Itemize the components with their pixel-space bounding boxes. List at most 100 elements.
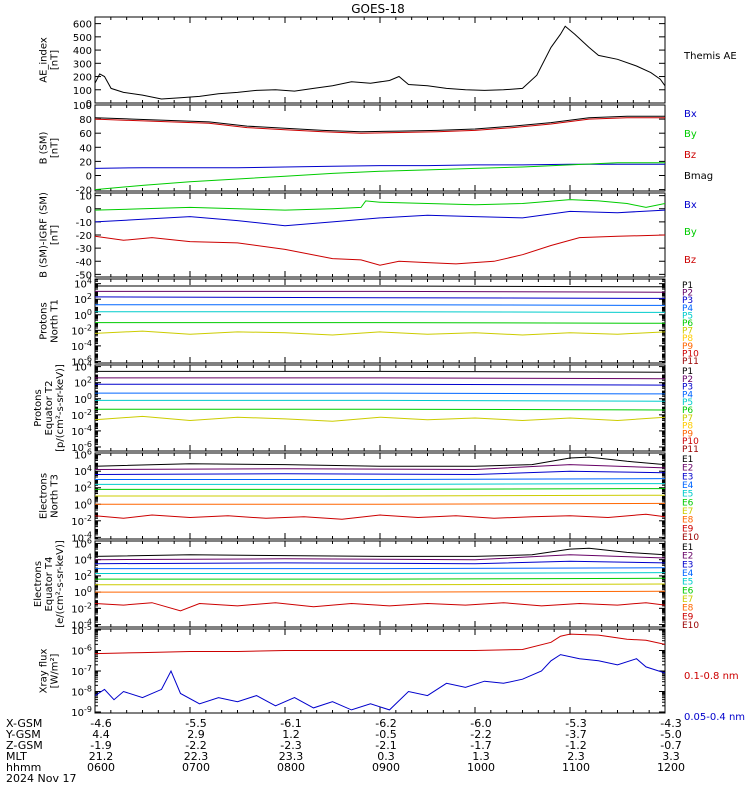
ephemeris-value: -6.2 (375, 717, 396, 730)
y-tick-label: 104 (74, 464, 92, 478)
y-tick-label: 106 (74, 536, 92, 550)
legend-item: P7 (682, 414, 693, 424)
y-axis-label: [nT] (50, 50, 61, 70)
legend-item: E8 (682, 604, 694, 614)
series-line-bmag (95, 115, 665, 133)
y-axis-label: Equator T4 (44, 557, 55, 612)
series-line-e6 (95, 488, 665, 490)
legend-item: Bz (684, 255, 696, 266)
legend-item: P10 (682, 437, 699, 447)
legend-item: Bx (684, 200, 697, 211)
y-axis-label: [p/(cm²-s-sr-keV)] (55, 364, 66, 452)
legend-item: P8 (682, 334, 693, 344)
ephemeris-value: -5.3 (565, 717, 586, 730)
y-tick-label: 10-7 (71, 664, 92, 678)
y-tick-label: -50 (76, 270, 92, 281)
series-line-p1 (95, 370, 665, 373)
legend-item: E8 (682, 516, 694, 526)
series-line-e3 (95, 470, 665, 476)
y-tick-label: -40 (76, 257, 92, 268)
ephemeris-value: -2.2 (185, 739, 206, 752)
y-tick-label: 10-2 (71, 601, 92, 615)
legend-item: P3 (682, 296, 693, 306)
y-tick-label: 10-4 (71, 339, 92, 353)
y-tick-label: 100 (73, 86, 92, 97)
series-line-by (95, 162, 665, 191)
legend-item: P6 (682, 319, 693, 329)
series-line-e6 (95, 577, 665, 580)
y-tick-label: 104 (74, 360, 92, 374)
y-tick-label: 106 (74, 448, 92, 462)
series-line-p2 (95, 377, 665, 380)
y-tick-label: 300 (73, 59, 92, 70)
series-line-e2 (95, 464, 665, 471)
ephemeris-value: -6.1 (280, 717, 301, 730)
legend-item: P2 (682, 375, 693, 385)
series-line-0-05-0-4-nm (95, 654, 665, 711)
y-axis-label: Protons (33, 389, 44, 426)
legend-item: E9 (682, 524, 694, 534)
ephemeris-value: 0800 (277, 761, 305, 774)
series-line-ae (95, 25, 665, 100)
y-tick-label: 100 (74, 585, 92, 599)
y-tick-label: 10-5 (71, 623, 92, 637)
legend-item: E5 (682, 578, 693, 588)
ephemeris-value: 1000 (467, 761, 495, 774)
y-tick-label: -20 (76, 186, 92, 197)
series-line-e7 (95, 583, 665, 586)
ephemeris-value: -2.3 (280, 739, 301, 752)
y-axis-label: Equator T2 (44, 381, 55, 436)
series-line-p6 (95, 322, 665, 324)
legend-item: Themis AE (683, 51, 737, 62)
ephemeris-value: 21.2 (89, 750, 114, 763)
series-line-e7 (95, 494, 665, 497)
ephemeris-value: -1.9 (90, 739, 111, 752)
legend-item: P10 (682, 349, 699, 359)
y-tick-label: -10 (76, 218, 92, 229)
ephemeris-table: X-GSM -4.6 -5.5 -6.1 -6.2 -6.0 -5.3 -4.3 Y-GSM 4.… (5, 717, 685, 785)
panel-xray: 10-5 10-6 10-7 10-8 10-9 Xray flux [W/m²] 0.1-0… (39, 623, 746, 723)
ephemeris-date: 2024 Nov 17 (6, 772, 76, 785)
series-line-e9 (95, 513, 665, 520)
y-tick-label: 60 (79, 129, 92, 140)
series-line-p4 (95, 392, 665, 395)
legend-item: P3 (682, 383, 693, 393)
legend-item: P2 (682, 289, 693, 299)
series-line-0-1-0-8-nm (95, 633, 665, 655)
y-tick-label: 0 (86, 99, 92, 110)
series-line-e3 (95, 560, 665, 565)
ephemeris-value: 0700 (182, 761, 210, 774)
legend-item: P1 (682, 281, 693, 291)
series-line-p5 (95, 311, 665, 313)
series-line-e8 (95, 590, 665, 593)
y-axis-label: Xray flux (39, 649, 50, 694)
legend-item: E3 (682, 560, 693, 570)
ephemeris-value: -2.2 (470, 728, 491, 741)
ephemeris-value: -5.0 (660, 728, 681, 741)
legend-item: E10 (682, 621, 699, 631)
ephemeris-value: 2.9 (187, 728, 205, 741)
y-tick-label: 200 (73, 73, 92, 84)
series-line-e5 (95, 572, 665, 574)
y-tick-label: 40 (79, 143, 92, 154)
ephemeris-value: 1.2 (282, 728, 300, 741)
y-axis-label: Electrons (33, 561, 44, 607)
y-axis-label: [e/(cm²-s-sr-keV)] (55, 540, 66, 628)
ephemeris-value: 0.3 (377, 750, 395, 763)
series-line-e1 (95, 456, 665, 467)
legend-item: E7 (682, 595, 693, 605)
series-line-p2 (95, 290, 665, 293)
legend-item: E2 (682, 552, 693, 562)
series-line-e2 (95, 554, 665, 561)
y-tick-label: 20 (79, 157, 92, 168)
ephemeris-value: 1200 (657, 761, 685, 774)
legend-item: P4 (682, 390, 693, 400)
y-axis-label: Electrons (39, 473, 50, 519)
y-tick-label: 102 (74, 569, 92, 583)
